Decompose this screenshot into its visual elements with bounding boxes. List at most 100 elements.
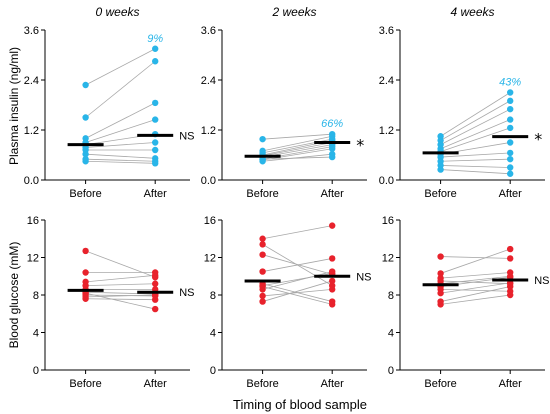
panel-4: 0 4 8 12 16 Before After NS xyxy=(27,215,195,390)
y-tick-label: 4 xyxy=(210,328,216,340)
after-point xyxy=(329,277,336,285)
pair-line xyxy=(85,158,156,162)
pair-line xyxy=(440,272,511,279)
x-tick-label: After xyxy=(321,188,345,200)
after-point xyxy=(329,145,336,152)
pair-line xyxy=(262,254,333,275)
x-tick-label: Before xyxy=(69,188,101,200)
pair-line xyxy=(440,158,511,162)
pair-line xyxy=(440,288,511,292)
pair-line xyxy=(85,60,156,118)
y-tick-label: 16 xyxy=(204,215,216,227)
y-tick-label: 0 xyxy=(33,365,39,377)
before-point xyxy=(82,295,89,302)
pair-line xyxy=(440,152,511,158)
before-point xyxy=(259,251,266,258)
pair-line xyxy=(262,148,333,161)
after-point xyxy=(507,255,514,262)
pair-line xyxy=(440,169,511,175)
after-point xyxy=(152,58,159,65)
panel-1: 0.0 1.2 2.4 3.6 Before After 0 weeks NS 9% xyxy=(24,5,195,200)
panel-2: 0.0 1.2 2.4 3.6 Before After 2 weeks * 66% xyxy=(201,5,367,200)
pair-line xyxy=(440,127,511,153)
pair-line xyxy=(440,256,511,259)
before-point xyxy=(82,114,89,121)
pair-line xyxy=(262,133,333,140)
y-tick-label: 16 xyxy=(382,215,394,227)
after-point xyxy=(152,296,159,303)
y-tick-label: 16 xyxy=(27,215,39,227)
y-tick-label: 8 xyxy=(388,290,394,302)
pair-line xyxy=(440,282,511,294)
pair-line xyxy=(440,108,511,145)
pair-line xyxy=(262,156,333,160)
percent-label: 66% xyxy=(321,118,343,130)
after-point xyxy=(507,116,514,123)
before-point xyxy=(259,298,266,305)
pair-line xyxy=(440,92,511,137)
pair-line xyxy=(85,294,156,297)
before-point xyxy=(259,235,266,242)
pair-line xyxy=(85,48,156,86)
pair-line xyxy=(85,283,156,287)
y-tick-label: 2.4 xyxy=(201,75,216,87)
after-point xyxy=(507,149,514,157)
panel-6: 0 4 8 12 16 Before After NS xyxy=(382,215,550,390)
after-point xyxy=(152,139,159,146)
significance-label: * xyxy=(534,130,542,149)
y-tick-label: 3.6 xyxy=(24,25,39,37)
after-point xyxy=(507,124,514,132)
y-tick-label: 0.0 xyxy=(379,175,394,187)
after-point xyxy=(152,280,159,287)
after-point xyxy=(507,283,514,290)
y-tick-label: 12 xyxy=(204,253,216,265)
percent-label: 9% xyxy=(147,33,163,45)
y-tick-label: 1.2 xyxy=(379,125,394,137)
pair-line xyxy=(262,280,333,302)
row-1-y-axis-label: Plasma insulin (ng/ml) xyxy=(7,47,21,165)
panel-title: 2 weeks xyxy=(271,5,316,19)
significance-label: * xyxy=(356,136,364,155)
before-point xyxy=(437,289,444,297)
pair-line xyxy=(440,119,511,150)
pair-line xyxy=(85,274,156,283)
before-point xyxy=(259,268,266,275)
after-point xyxy=(507,155,514,163)
significance-label: NS xyxy=(534,275,549,287)
panel-5: 0 4 8 12 16 Before After NS xyxy=(204,215,372,390)
y-tick-label: 3.6 xyxy=(201,25,216,37)
pair-line xyxy=(85,119,156,143)
pair-line xyxy=(85,102,156,139)
pair-line xyxy=(440,165,511,168)
pair-line xyxy=(85,294,156,298)
y-tick-label: 1.2 xyxy=(201,125,216,137)
pair-line xyxy=(262,225,333,240)
x-tick-label: Before xyxy=(246,378,278,390)
panel-title: 4 weeks xyxy=(450,5,494,19)
after-point xyxy=(152,99,159,107)
after-point xyxy=(152,45,159,52)
y-tick-label: 4 xyxy=(388,328,394,340)
pair-line xyxy=(262,135,333,152)
y-tick-label: 12 xyxy=(27,253,39,265)
after-point xyxy=(507,97,514,105)
y-tick-label: 12 xyxy=(382,253,394,265)
y-tick-label: 0.0 xyxy=(201,175,216,187)
significance-label: NS xyxy=(179,130,194,142)
before-point xyxy=(82,247,89,255)
before-point xyxy=(437,270,444,277)
significance-label: NS xyxy=(179,287,194,299)
after-point xyxy=(152,305,159,313)
pair-line xyxy=(85,160,156,164)
x-tick-label: Before xyxy=(246,188,278,200)
before-point xyxy=(82,269,89,276)
x-axis-title: Timing of blood sample xyxy=(233,397,367,412)
y-tick-label: 8 xyxy=(33,290,39,302)
after-point xyxy=(152,146,159,154)
before-point xyxy=(259,292,266,300)
pair-line xyxy=(262,153,333,162)
panel-title: 0 weeks xyxy=(95,5,139,19)
before-point xyxy=(82,150,89,158)
row-2-y-axis-label: Blood glucose (mM) xyxy=(7,242,21,349)
pair-line xyxy=(85,250,156,278)
